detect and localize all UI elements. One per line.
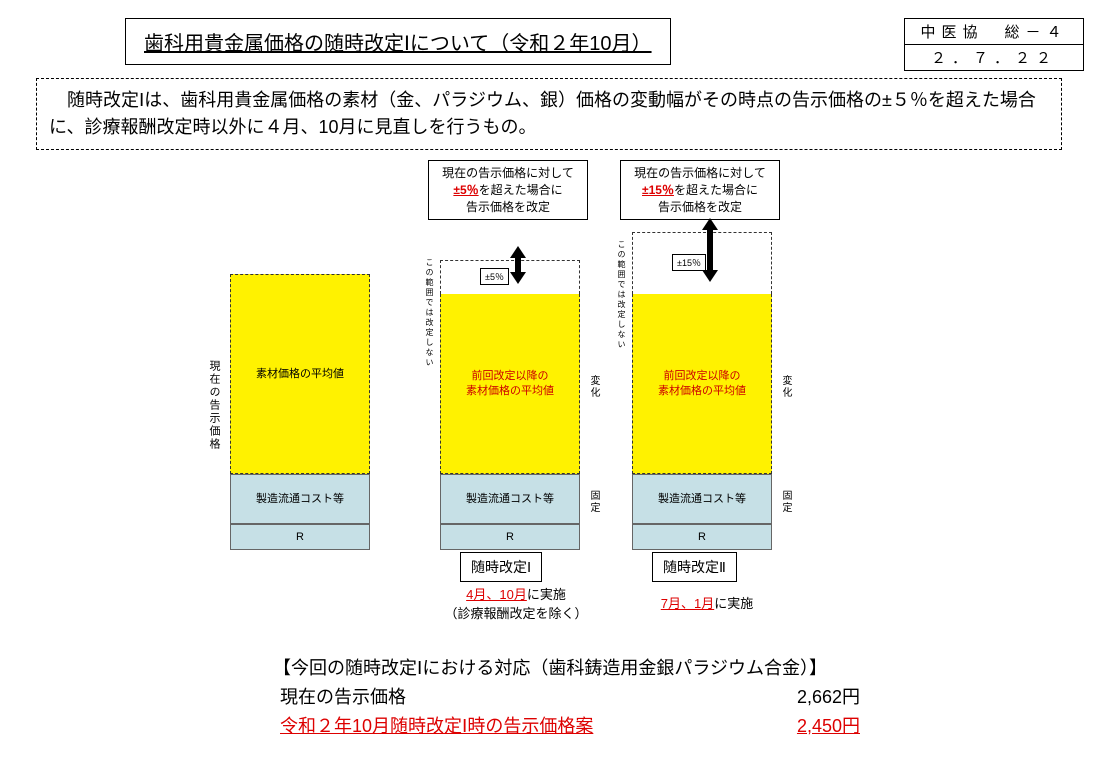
seg-material-avg: 前回改定以降の素材価格の平均値 bbox=[440, 294, 580, 474]
price-row-current: 現在の告示価格 2,662円 bbox=[200, 683, 900, 712]
arrow-shaft bbox=[707, 230, 713, 270]
vlabel-variable: 変化 bbox=[778, 375, 793, 399]
price-value: 2,450円 bbox=[797, 712, 860, 741]
arrow-up-icon bbox=[702, 218, 718, 230]
seg-cost: 製造流通コスト等 bbox=[230, 474, 370, 524]
threshold-tag-5pct: ±5％ bbox=[480, 268, 509, 285]
price-summary: 【今回の随時改定Ⅰにおける対応（歯科鋳造用金銀パラジウム合金）】 現在の告示価格… bbox=[200, 654, 900, 740]
vlabel-no-revision-range: この範囲では改定しない bbox=[616, 240, 627, 350]
doc-number-box: 中医協 総－４ ２．７．２２ bbox=[904, 18, 1084, 71]
arrow-down-icon bbox=[702, 270, 718, 282]
stack-revision-1: 前回改定以降の素材価格の平均値 製造流通コスト等 R bbox=[440, 294, 580, 550]
vlabel-current-price: 現在の告示価格 bbox=[206, 360, 222, 451]
type-label-2: 随時改定Ⅱ bbox=[652, 552, 737, 582]
stack-revision-2: 前回改定以降の素材価格の平均値 製造流通コスト等 R bbox=[632, 294, 772, 550]
seg-material-avg: 素材価格の平均値 bbox=[230, 274, 370, 474]
timing-2: 7月、1月に実施 bbox=[632, 593, 782, 612]
vlabel-fixed: 固定 bbox=[586, 490, 601, 514]
seg-r: R bbox=[230, 524, 370, 550]
seg-r: R bbox=[440, 524, 580, 550]
callout-5pct: 現在の告示価格に対して ±5％を超えた場合に 告示価格を改定 bbox=[428, 160, 588, 220]
seg-cost: 製造流通コスト等 bbox=[632, 474, 772, 524]
arrow-shaft bbox=[515, 258, 521, 272]
seg-material-avg: 前回改定以降の素材価格の平均値 bbox=[632, 294, 772, 474]
timing-1: 4月、10月に実施 （診療報酬改定を除く） bbox=[426, 584, 606, 622]
callout-line: 現在の告示価格に対して bbox=[627, 165, 773, 182]
description-box: 随時改定Ⅰは、歯科用貴金属価格の素材（金、パラジウム、銀）価格の変動幅がその時点… bbox=[36, 78, 1062, 150]
vlabel-no-revision-range: この範囲では改定しない bbox=[424, 258, 435, 368]
seg-cost: 製造流通コスト等 bbox=[440, 474, 580, 524]
callout-line: 現在の告示価格に対して bbox=[435, 165, 581, 182]
price-header: 【今回の随時改定Ⅰにおける対応（歯科鋳造用金銀パラジウム合金）】 bbox=[200, 654, 900, 683]
doc-number-line1: 中医協 総－４ bbox=[905, 19, 1083, 45]
arrow-up-icon bbox=[510, 246, 526, 258]
price-label: 現在の告示価格 bbox=[280, 683, 406, 712]
threshold-tag-15pct: ±15％ bbox=[672, 254, 706, 271]
vlabel-variable: 変化 bbox=[586, 375, 601, 399]
callout-line: 告示価格を改定 bbox=[435, 199, 581, 216]
callout-line: ±15％を超えた場合に bbox=[627, 182, 773, 199]
arrow-down-icon bbox=[510, 272, 526, 284]
type-label-1: 随時改定Ⅰ bbox=[460, 552, 542, 582]
diagram: 現在の告示価格に対して ±5％を超えた場合に 告示価格を改定 現在の告示価格に対… bbox=[180, 160, 940, 610]
price-value: 2,662円 bbox=[797, 683, 860, 712]
page-title: 歯科用貴金属価格の随時改定Ⅰについて（令和２年10月） bbox=[125, 18, 671, 65]
arrows-15pct bbox=[702, 218, 718, 282]
seg-r: R bbox=[632, 524, 772, 550]
callout-line: 告示価格を改定 bbox=[627, 199, 773, 216]
doc-number-line2: ２．７．２２ bbox=[905, 45, 1083, 70]
price-row-proposed: 令和２年10月随時改定Ⅰ時の告示価格案 2,450円 bbox=[200, 712, 900, 741]
price-label: 令和２年10月随時改定Ⅰ時の告示価格案 bbox=[280, 712, 593, 741]
callout-line: ±5％を超えた場合に bbox=[435, 182, 581, 199]
callout-15pct: 現在の告示価格に対して ±15％を超えた場合に 告示価格を改定 bbox=[620, 160, 780, 220]
vlabel-fixed: 固定 bbox=[778, 490, 793, 514]
stack-current: 素材価格の平均値 製造流通コスト等 R bbox=[230, 274, 370, 550]
arrows-5pct bbox=[510, 246, 526, 284]
